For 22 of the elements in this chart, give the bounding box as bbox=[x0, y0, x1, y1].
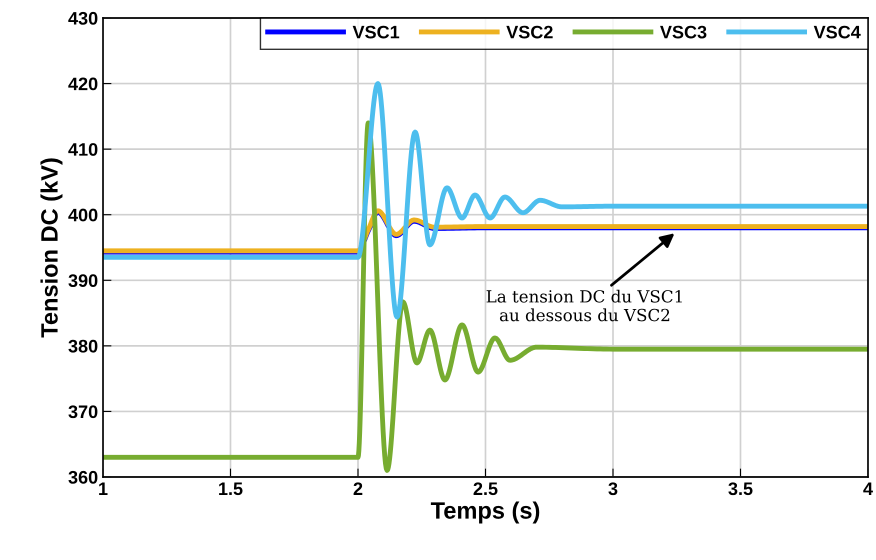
x-tick-label: 2.5 bbox=[474, 482, 498, 496]
y-axis-title: Tension DC (kV) bbox=[40, 158, 62, 338]
y-tick-label: 390 bbox=[68, 274, 98, 288]
x-tick-label: 1.5 bbox=[219, 482, 243, 496]
y-tick-label: 410 bbox=[68, 143, 98, 156]
x-tick-label: 3 bbox=[608, 482, 618, 496]
legend-label: VSC2 bbox=[506, 26, 553, 38]
y-tick-label: 370 bbox=[68, 405, 98, 418]
x-tick-label: 3.5 bbox=[728, 482, 753, 496]
x-tick-label: 4 bbox=[863, 482, 873, 495]
legend-label: VSC1 bbox=[352, 26, 400, 38]
y-tick-label: 420 bbox=[68, 78, 98, 90]
y-tick-label: 360 bbox=[68, 470, 98, 484]
y-tick-label: 400 bbox=[68, 208, 98, 222]
y-tick-label: 430 bbox=[68, 12, 98, 25]
x-tick-label: 2 bbox=[354, 482, 362, 495]
x-tick-label: 1 bbox=[99, 482, 108, 495]
y-tick-label: 380 bbox=[68, 340, 98, 353]
legend-label: VSC3 bbox=[660, 26, 706, 39]
annotation: La tension DC du VSC1 au dessous du VSC2 bbox=[486, 290, 682, 322]
x-axis-title: Temps (s) bbox=[430, 501, 540, 524]
legend-label: VSC4 bbox=[814, 26, 861, 38]
